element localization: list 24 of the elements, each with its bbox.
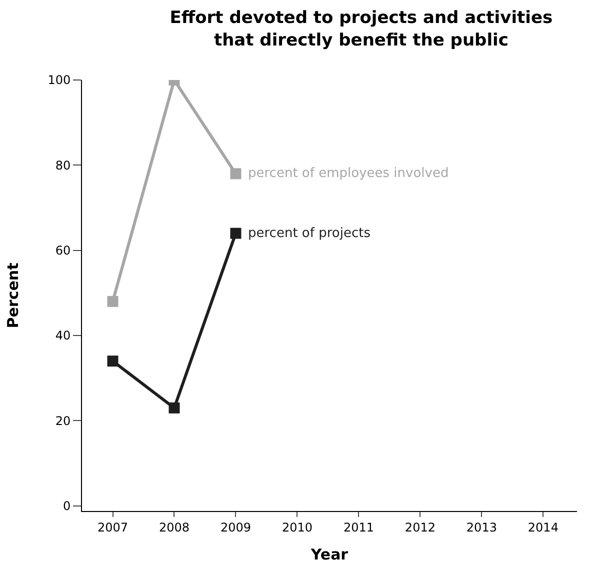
x-axis-title: Year (310, 545, 349, 564)
chart-title: Effort devoted to projects and activities that directly benefit the public (170, 8, 553, 50)
x-tick-label: 2007 (97, 520, 128, 534)
y-tick-label: 100 (48, 73, 71, 88)
x-tick-label: 2010 (282, 520, 312, 534)
series-label: percent of projects (248, 226, 371, 241)
y-tick-label: 60 (55, 244, 71, 258)
x-tick-label: 2008 (158, 520, 190, 534)
x-tick-label: 2014 (528, 520, 558, 534)
y-tick-label: 20 (55, 414, 71, 428)
point (230, 168, 242, 180)
y-tick-label: 40 (55, 328, 71, 343)
point (107, 356, 118, 367)
x-tick-label: 2013 (466, 520, 497, 534)
x-tick-label: 2009 (220, 520, 252, 534)
y-axis-title: Percent (4, 262, 22, 328)
y-tick-label: 80 (55, 158, 71, 172)
y-tick-label: 0 (62, 499, 71, 514)
point (107, 296, 118, 307)
x-tick-label: 2011 (343, 520, 374, 534)
point (230, 228, 242, 239)
x-tick-label: 2012 (404, 520, 436, 534)
point (168, 402, 180, 414)
series-label: percent of employees involved (248, 166, 449, 181)
